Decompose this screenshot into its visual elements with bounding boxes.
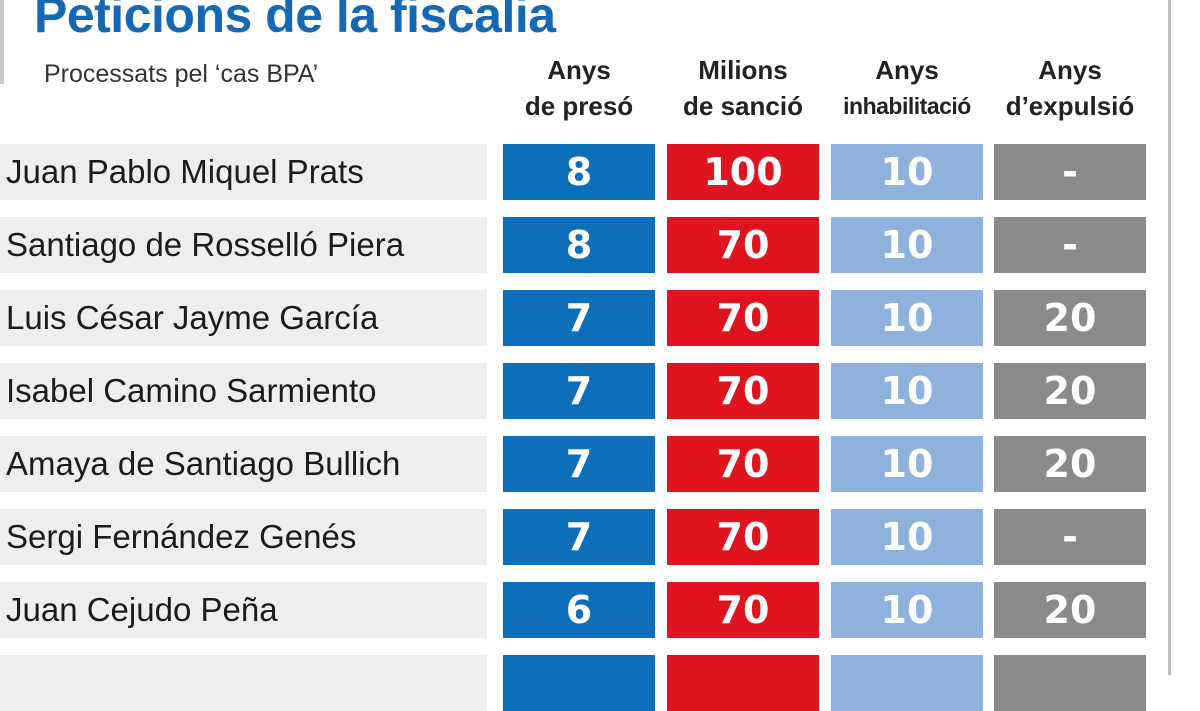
column-header-line2: inhabilitació	[843, 93, 971, 119]
cell-expulsio: -	[994, 217, 1146, 273]
cell-sancio: 70	[667, 582, 819, 638]
cell-expulsio: 20	[994, 363, 1146, 419]
frame-line-left	[0, 0, 4, 84]
cell-inhab: 10	[831, 217, 983, 273]
cell-inhab: 10	[831, 290, 983, 346]
cell-sancio: 100	[667, 144, 819, 200]
cell-sancio: 70	[667, 436, 819, 492]
row-name-background	[0, 509, 487, 565]
defendant-name: Santiago de Rosselló Piera	[6, 226, 405, 263]
cell-inhab: 10	[831, 509, 983, 565]
cell-sancio: 70	[667, 509, 819, 565]
column-header-line1: Anys	[1038, 55, 1102, 85]
row-name-background	[0, 363, 487, 419]
cell-expulsio: 20	[994, 582, 1146, 638]
cell-preso: 8	[503, 144, 655, 200]
row-name-background	[0, 655, 487, 711]
column-header-sancio: Milions de sanció	[663, 52, 823, 124]
cell-expulsio	[994, 655, 1146, 711]
chart-subtitle: Processats pel ‘cas BPA’	[44, 60, 319, 88]
defendant-name: Juan Cejudo Peña	[6, 591, 278, 628]
column-header-preso: Anys de presó	[499, 52, 659, 124]
cell-preso: 6	[503, 582, 655, 638]
row-name-background	[0, 290, 487, 346]
cell-expulsio: -	[994, 509, 1146, 565]
cell-expulsio: -	[994, 144, 1146, 200]
column-header-expulsio: Anys d’expulsió	[990, 52, 1150, 124]
frame-line-right	[1168, 0, 1171, 675]
column-header-line1: Anys	[875, 55, 939, 85]
column-header-inhab: Anys inhabilitació	[827, 52, 987, 124]
cell-preso	[503, 655, 655, 711]
row-name-background	[0, 582, 487, 638]
cell-inhab: 10	[831, 144, 983, 200]
cell-expulsio: 20	[994, 290, 1146, 346]
cell-sancio: 70	[667, 217, 819, 273]
column-header-line2: de sanció	[683, 91, 803, 121]
row-name-background	[0, 144, 487, 200]
defendant-name: Amaya de Santiago Bullich	[6, 445, 401, 482]
column-header-line1: Milions	[698, 55, 788, 85]
cell-sancio	[667, 655, 819, 711]
cell-preso: 7	[503, 363, 655, 419]
defendant-name: Sergi Fernández Genés	[6, 518, 357, 555]
cell-preso: 8	[503, 217, 655, 273]
cell-sancio: 70	[667, 290, 819, 346]
column-header-line2: de presó	[524, 91, 634, 121]
column-header-line1: Anys	[547, 55, 611, 85]
cell-preso: 7	[503, 436, 655, 492]
row-name-background	[0, 436, 487, 492]
defendant-name: Juan Pablo Miquel Prats	[6, 153, 364, 190]
cell-inhab: 10	[831, 582, 983, 638]
defendant-name: Isabel Camino Sarmiento	[6, 372, 377, 409]
row-name-background	[0, 217, 487, 273]
cell-preso: 7	[503, 509, 655, 565]
cell-inhab: 10	[831, 436, 983, 492]
cell-expulsio: 20	[994, 436, 1146, 492]
chart-title: Peticions de la fiscalia	[34, 0, 556, 43]
cell-preso: 7	[503, 290, 655, 346]
cell-sancio: 70	[667, 363, 819, 419]
cell-inhab: 10	[831, 363, 983, 419]
column-header-line2: d’expulsió	[1005, 91, 1135, 121]
cell-inhab	[831, 655, 983, 711]
defendant-name: Luis César Jayme García	[6, 299, 379, 336]
